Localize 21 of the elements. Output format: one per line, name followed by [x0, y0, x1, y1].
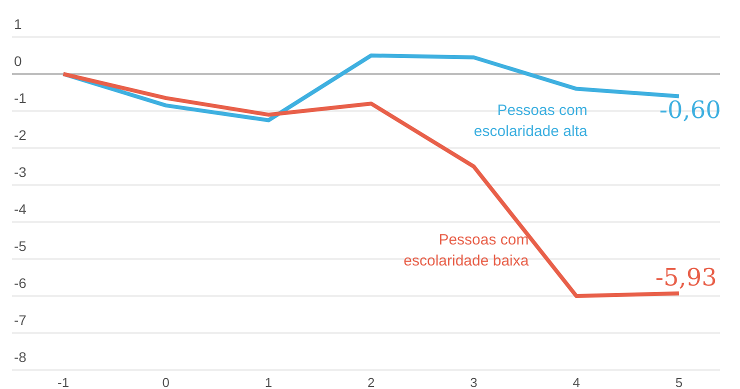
- y-tick-label: -3: [14, 164, 27, 180]
- y-tick-label: -8: [14, 349, 27, 365]
- y-tick-label: 0: [14, 53, 22, 69]
- x-tick-label: 0: [162, 375, 170, 389]
- x-tick-label: -1: [58, 375, 70, 389]
- y-tick-label: 1: [14, 16, 22, 32]
- x-tick-label: 3: [470, 375, 478, 389]
- series-label: Pessoas com escolaridade alta: [474, 102, 588, 140]
- y-tick-label: -4: [14, 201, 27, 217]
- x-tick-label: 4: [572, 375, 580, 389]
- data-label: -5,93: [655, 263, 717, 292]
- y-tick-label: -7: [14, 312, 27, 328]
- y-tick-label: -6: [14, 275, 27, 291]
- y-tick-label: -5: [14, 238, 27, 254]
- y-tick-label: -1: [14, 90, 27, 106]
- y-tick-label: -2: [14, 127, 27, 143]
- x-tick-label: 1: [264, 375, 272, 389]
- data-label: -0,60: [659, 96, 721, 124]
- x-tick-label: 2: [368, 375, 375, 389]
- x-tick-label: 5: [675, 375, 683, 389]
- series-label: Pessoas com escolaridade baixa: [404, 232, 530, 270]
